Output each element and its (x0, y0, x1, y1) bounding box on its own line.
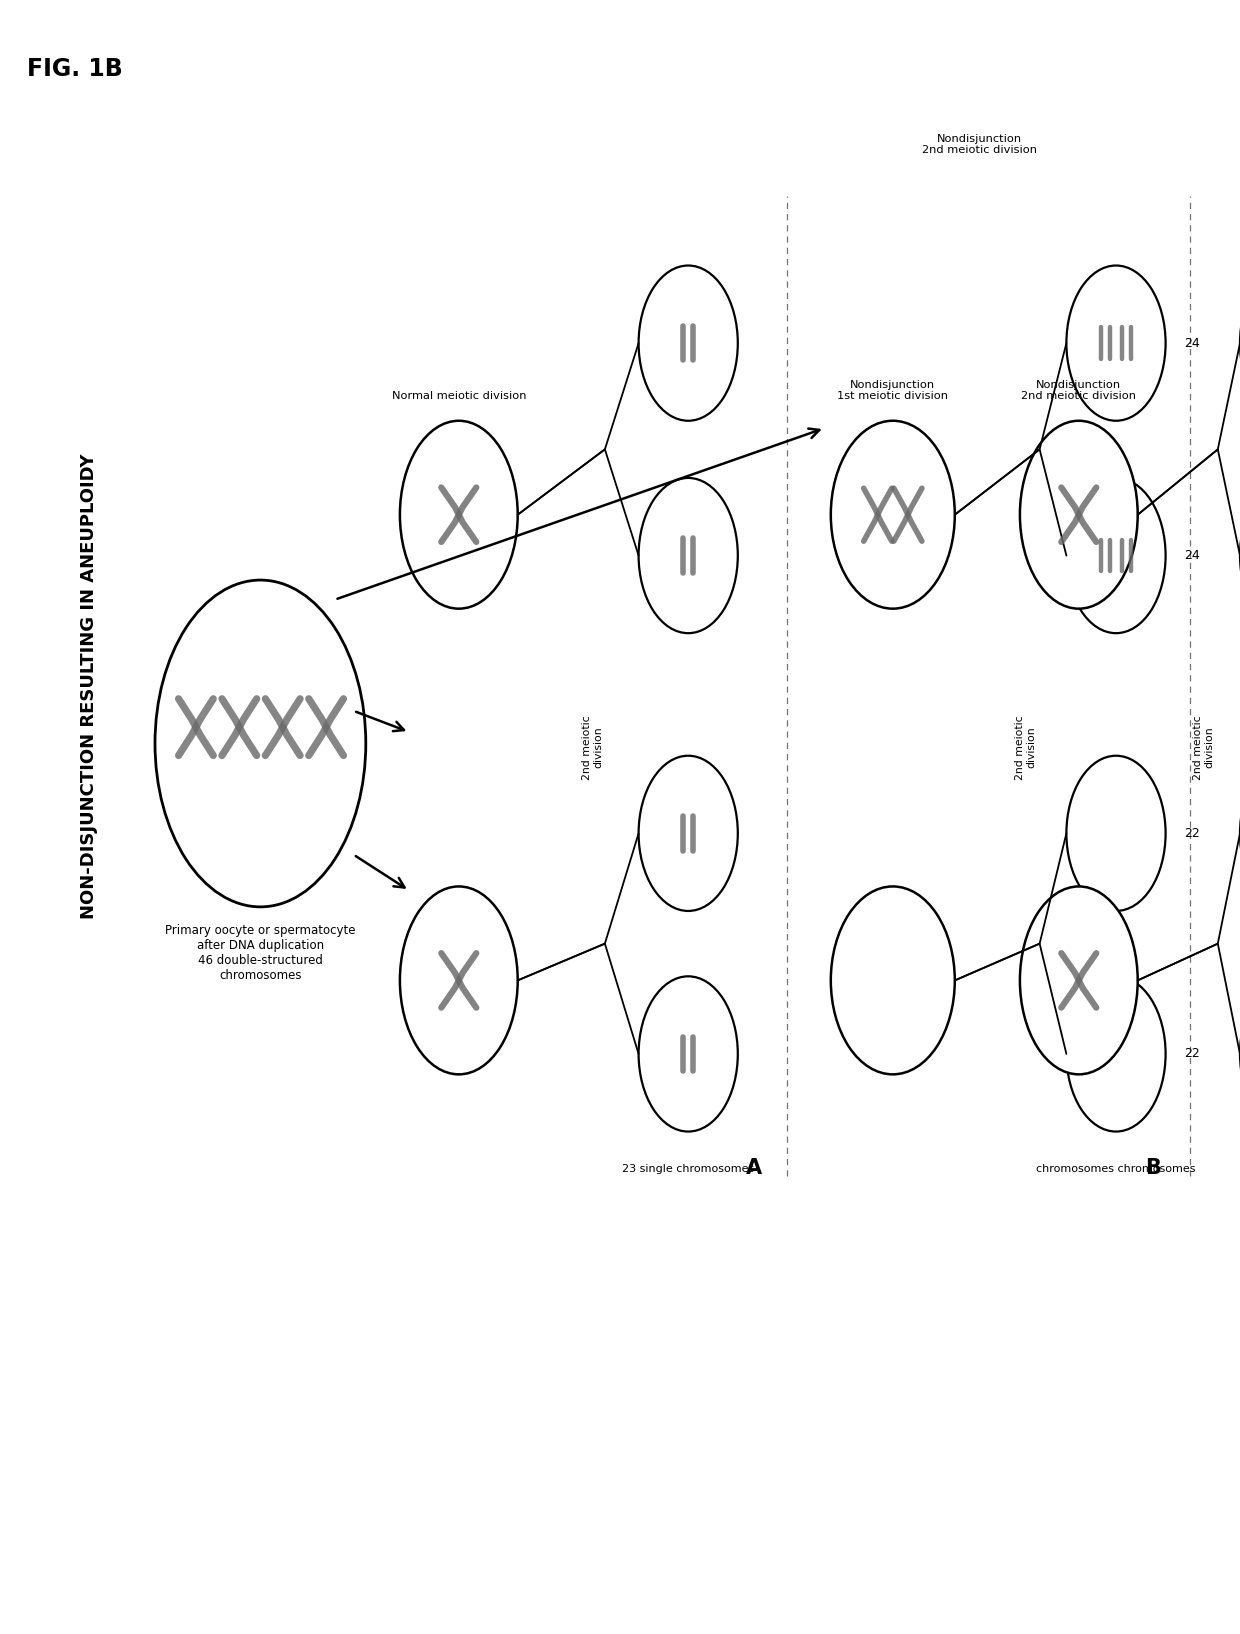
Text: A: A (745, 1159, 763, 1178)
Text: FIG. 1B: FIG. 1B (27, 57, 123, 82)
Ellipse shape (831, 886, 955, 1075)
Ellipse shape (639, 477, 738, 634)
Ellipse shape (1066, 755, 1166, 912)
Text: 24: 24 (1184, 549, 1200, 562)
Text: Primary oocyte or spermatocyte
after DNA duplication
46 double-structured
chromo: Primary oocyte or spermatocyte after DNA… (165, 923, 356, 982)
Text: B: B (1146, 1159, 1161, 1178)
Text: Nondisjunction
2nd meiotic division: Nondisjunction 2nd meiotic division (1022, 379, 1136, 402)
Text: 23 single chromosomes: 23 single chromosomes (622, 1163, 754, 1175)
Text: 2nd meiotic
division: 2nd meiotic division (1193, 716, 1214, 779)
Ellipse shape (399, 886, 518, 1075)
Text: chromosomes chromosomes: chromosomes chromosomes (1037, 1163, 1195, 1175)
Ellipse shape (639, 755, 738, 912)
Text: 22: 22 (1184, 827, 1200, 840)
Text: Nondisjunction
1st meiotic division: Nondisjunction 1st meiotic division (837, 379, 949, 402)
Ellipse shape (399, 420, 518, 608)
Ellipse shape (155, 580, 366, 907)
Text: 24: 24 (1184, 337, 1200, 350)
Ellipse shape (831, 420, 955, 608)
Ellipse shape (1019, 886, 1138, 1075)
Ellipse shape (1066, 265, 1166, 422)
Ellipse shape (639, 265, 738, 422)
Ellipse shape (639, 977, 738, 1132)
Ellipse shape (1019, 420, 1138, 608)
Text: 2nd meiotic
division: 2nd meiotic division (583, 716, 604, 779)
Ellipse shape (1066, 977, 1166, 1132)
Ellipse shape (1066, 477, 1166, 634)
Text: 22: 22 (1184, 1047, 1200, 1060)
Text: Nondisjunction
2nd meiotic division: Nondisjunction 2nd meiotic division (923, 134, 1037, 155)
Text: 2nd meiotic
division: 2nd meiotic division (1014, 716, 1037, 779)
Text: NON-DISJUNCTION RESULTING IN ANEUPLOIDY: NON-DISJUNCTION RESULTING IN ANEUPLOIDY (81, 454, 98, 918)
Text: Normal meiotic division: Normal meiotic division (392, 391, 526, 402)
